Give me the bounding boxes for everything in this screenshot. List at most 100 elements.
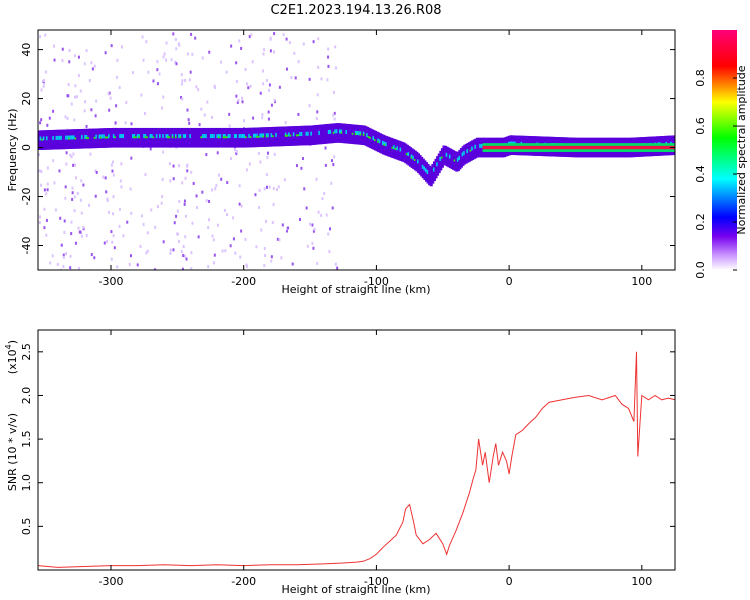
- spectrogram-noise-cell: [70, 232, 73, 236]
- spectrogram-noise-cell: [146, 249, 149, 253]
- spectrogram-ridge-cell: [173, 127, 177, 148]
- spectrogram-ridge-cell: [340, 129, 344, 134]
- spectrogram-ridge-cell: [318, 130, 322, 135]
- spectrogram-noise-cell: [287, 226, 290, 230]
- spectrogram-noise-cell: [89, 152, 92, 156]
- snr-y-tick-label: 1.5: [20, 430, 33, 448]
- spectrogram-ridge-cell: [388, 137, 392, 157]
- spectrogram-noise-cell: [90, 108, 93, 112]
- spectrogram-noise-cell: [316, 110, 319, 114]
- spectrogram-noise-cell: [218, 173, 221, 177]
- spectrogram-ridge-cell: [256, 135, 260, 138]
- spectrogram-ridge-cell: [332, 131, 336, 134]
- spectrogram-noise-cell: [208, 199, 211, 203]
- spectrogram-noise-cell: [174, 37, 177, 41]
- spectrogram-ridge-cell: [429, 166, 433, 187]
- spectrogram-ridge-cell: [280, 126, 284, 147]
- spectrogram-ridge-cell: [248, 133, 252, 138]
- spectrogram-ridge-cell: [428, 165, 432, 186]
- spectrogram-noise-cell: [130, 254, 133, 258]
- spectrogram-noise-cell: [130, 156, 133, 160]
- spectrogram-noise-cell: [266, 185, 269, 189]
- spectrogram-noise-cell: [332, 163, 335, 167]
- spectrogram-noise-cell: [183, 254, 186, 258]
- spectrogram-noise-cell: [186, 163, 189, 167]
- spectrogram-ridge-cell: [386, 136, 390, 157]
- spectrogram-ridge-cell: [61, 129, 65, 150]
- colorbar-tick-label: 0.4: [694, 165, 707, 183]
- colorbar-tick-label: 0.8: [694, 69, 707, 87]
- spectrogram-noise-cell: [38, 153, 41, 157]
- spectrogram-ridge-cell: [87, 137, 91, 140]
- spectrogram-y-tick-label: 40: [20, 43, 33, 57]
- spectrogram-ridge-cell: [122, 134, 126, 139]
- spectrogram-ridge-cell: [426, 170, 430, 175]
- spectrogram-ridge-cell: [445, 152, 449, 157]
- spectrogram-ridge-cell: [154, 127, 158, 148]
- spectrogram-ridge-cell: [447, 147, 451, 168]
- spectrogram-ridge-cell: [475, 137, 479, 158]
- spectrogram-noise-cell: [82, 225, 85, 229]
- spectrogram-noise-cell: [336, 266, 339, 270]
- spectrogram-ridge-cell: [434, 158, 438, 179]
- spectrogram-noise-cell: [203, 113, 206, 117]
- spectrogram-noise-cell: [245, 82, 248, 86]
- spectrogram-noise-cell: [333, 117, 336, 121]
- spectrogram-ridge-cell: [74, 137, 78, 140]
- spectrogram-ridge-cell: [245, 136, 249, 139]
- spectrogram-noise-cell: [74, 163, 77, 167]
- spectrogram-noise-cell: [111, 240, 114, 244]
- spectrogram-noise-cell: [45, 218, 48, 222]
- spectrogram-noise-cell: [145, 40, 148, 44]
- spectrogram-noise-cell: [40, 183, 43, 187]
- spectrogram-ridge-cell: [286, 134, 290, 137]
- spectrogram-noise-cell: [277, 185, 280, 189]
- spectrogram-noise-cell: [174, 60, 177, 64]
- spectrogram-noise-cell: [68, 48, 71, 52]
- spectrogram-noise-cell: [79, 89, 82, 93]
- snr-x-tick-label: 100: [631, 575, 652, 588]
- spectrogram-ridge-cell: [66, 135, 70, 140]
- spectrogram-noise-cell: [74, 241, 77, 245]
- spectrogram-x-tick-label: -300: [99, 275, 124, 288]
- spectrogram-noise-cell: [230, 157, 233, 161]
- spectrogram-noise-cell: [170, 58, 173, 62]
- spectrogram-noise-cell: [77, 55, 80, 59]
- spectrogram-ridge-cell: [68, 135, 72, 140]
- spectrogram-ridge-cell: [217, 134, 221, 139]
- spectrogram-ridge-cell: [186, 127, 190, 148]
- spectrogram-ridge-cell: [85, 137, 89, 140]
- spectrogram-noise-cell: [73, 54, 76, 58]
- spectrogram-ridge-cell: [354, 133, 358, 136]
- spectrogram-noise-cell: [264, 253, 267, 257]
- spectrogram-noise-cell: [131, 71, 134, 75]
- snr-panel: -300 -200 -100 0 100 0.5 1.0 1.5 2.0 2.5 Height …: [4, 329, 676, 596]
- spectrogram-ridge-cell: [283, 126, 287, 147]
- spectrogram-noise-cell: [147, 70, 150, 74]
- spectrogram-ridge-cell: [256, 133, 260, 138]
- spectrogram-noise-cell: [110, 257, 113, 261]
- snr-y-tick-label: 0.5: [20, 518, 33, 536]
- spectrogram-x-tick-label: 0: [506, 275, 513, 288]
- spectrogram-ridge-cell: [237, 127, 241, 148]
- spectrogram-noise-cell: [190, 170, 193, 174]
- spectrogram-ridge-cell: [90, 128, 94, 149]
- spectrogram-noise-cell: [220, 177, 223, 181]
- spectrogram-noise-cell: [112, 173, 115, 177]
- spectrogram-noise-cell: [65, 162, 68, 166]
- spectrogram-noise-cell: [293, 51, 296, 55]
- spectrogram-noise-cell: [326, 78, 329, 82]
- spectrogram-noise-cell: [144, 173, 147, 177]
- snr-y-ticks: 0.5 1.0 1.5 2.0 2.5: [20, 343, 675, 535]
- spectrogram-noise-cell: [294, 76, 297, 80]
- spectrogram-noise-cell: [143, 112, 146, 116]
- spectrogram-noise-cell: [288, 41, 291, 45]
- spectrogram-noise-cell: [312, 229, 315, 233]
- spectrogram-noise-cell: [112, 234, 115, 238]
- spectrogram-noise-cell: [79, 198, 82, 202]
- spectrogram-ridge-cell: [50, 129, 54, 150]
- spectrogram-ridge-cell: [479, 143, 483, 148]
- spectrogram-noise-cell: [211, 188, 214, 192]
- spectrogram-ridge-cell: [276, 126, 280, 147]
- spectrogram-noise-cell: [40, 169, 43, 173]
